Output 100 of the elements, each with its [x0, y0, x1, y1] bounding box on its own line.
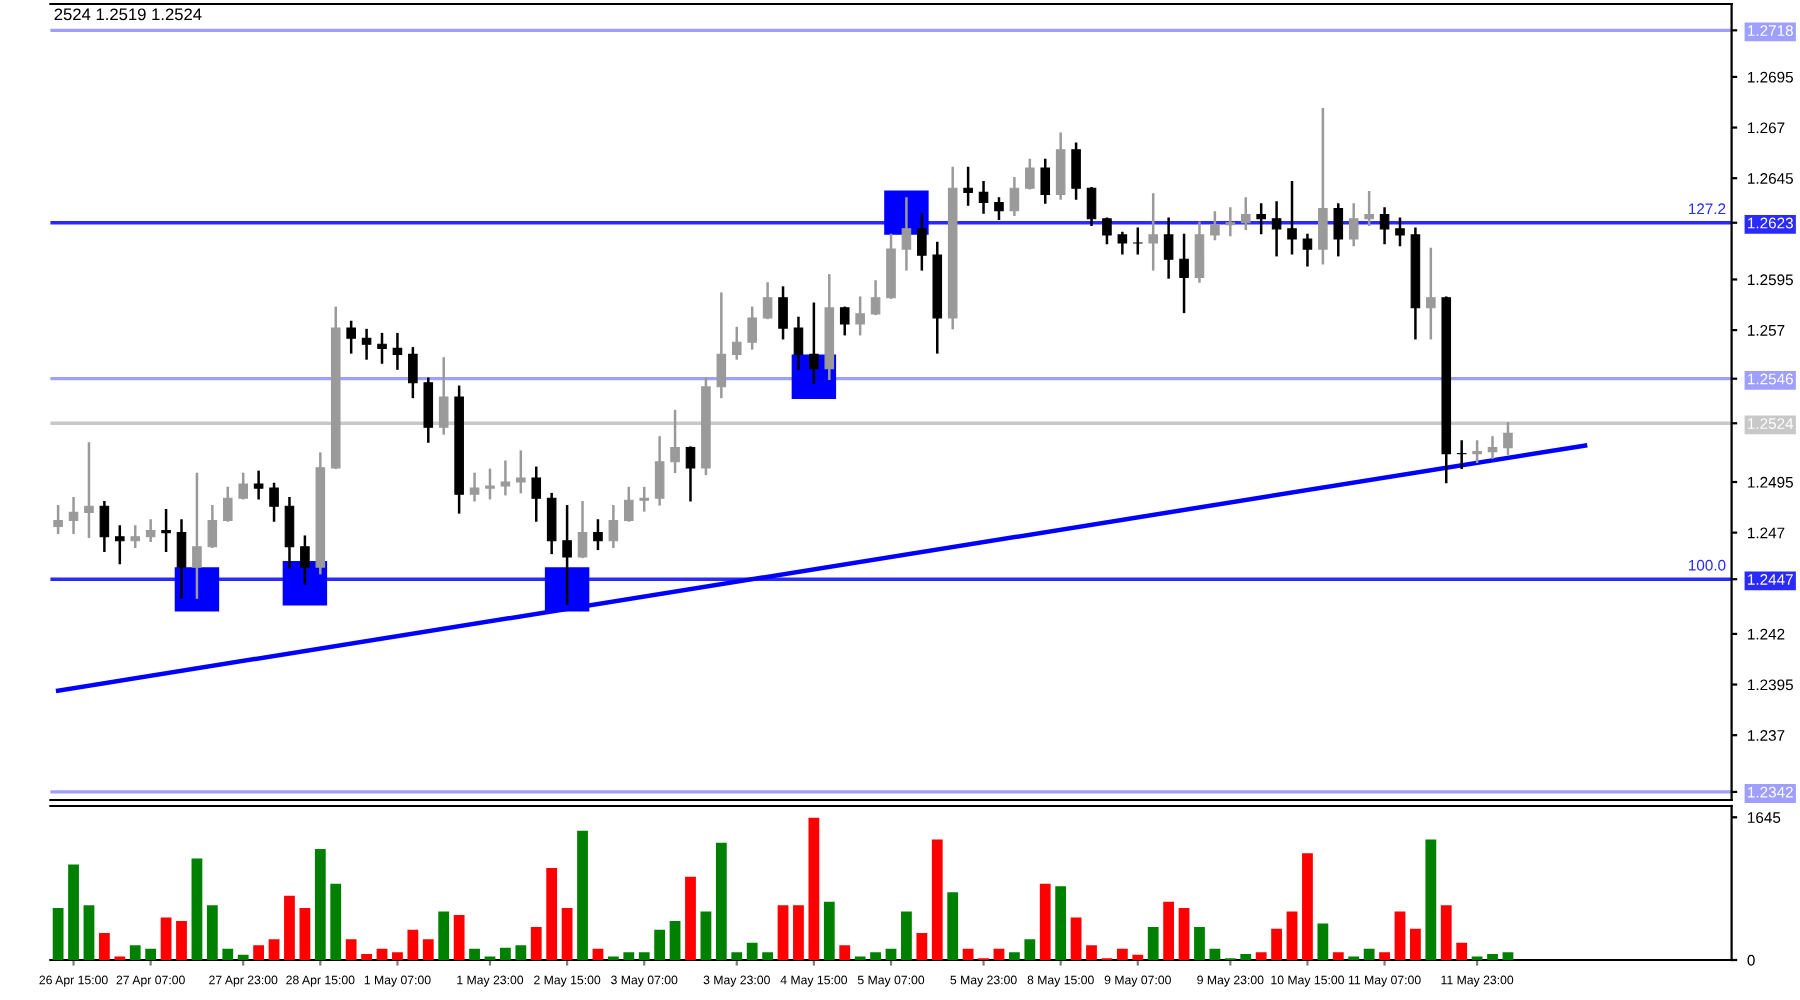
bar: [1302, 853, 1313, 960]
bar: [98, 933, 110, 960]
candlestick: [917, 213, 927, 271]
bar: [314, 848, 326, 960]
bar: [823, 901, 835, 960]
candlestick: [377, 332, 387, 364]
bar: [1178, 907, 1190, 960]
bar: [577, 830, 588, 960]
bar: [561, 907, 573, 960]
candlestick: [145, 519, 156, 542]
bar: [1317, 923, 1329, 960]
candlestick: [84, 442, 94, 538]
candlestick: [423, 377, 434, 443]
candlestick: [192, 472, 202, 599]
bar: [901, 911, 912, 960]
bar: [1456, 942, 1468, 960]
candlestick: [546, 492, 557, 555]
bar: [330, 883, 342, 960]
candlestick: [222, 486, 233, 522]
candlestick: [1271, 201, 1282, 257]
point: [544, 567, 590, 612]
candlestick: [1364, 191, 1374, 227]
candlestick: [1240, 197, 1251, 231]
candlestick: [99, 501, 110, 553]
candlestick: [654, 436, 665, 506]
bar: [1008, 952, 1020, 960]
bar: [839, 945, 851, 960]
bar: [1271, 928, 1282, 960]
bar: [1116, 948, 1128, 960]
candlestick: [531, 466, 542, 522]
candlestick: [778, 286, 788, 340]
bar: [1132, 954, 1144, 960]
candlestick: [731, 326, 742, 360]
bar: [176, 920, 187, 960]
candlestick: [1117, 231, 1128, 255]
candlestick: [1379, 207, 1390, 245]
candlestick: [284, 496, 295, 569]
bar: [947, 892, 959, 960]
candlestick: [762, 282, 773, 320]
bar: [1440, 905, 1452, 960]
bar: [500, 947, 511, 960]
bar: [1379, 952, 1390, 960]
bar: [422, 939, 434, 960]
bar: [715, 842, 727, 960]
candlestick: [500, 460, 511, 496]
candlestick: [1194, 221, 1205, 283]
candlestick: [1348, 203, 1359, 247]
candlestick: [1302, 233, 1313, 267]
bar: [993, 948, 1005, 960]
bar: [746, 942, 758, 960]
bar: [1410, 928, 1421, 960]
bar: [592, 948, 604, 960]
candlestick: [685, 446, 696, 502]
candlestick: [994, 197, 1004, 220]
candlestick: [1395, 217, 1405, 247]
bar: [253, 945, 265, 960]
bar: [392, 952, 403, 960]
candlestick: [469, 472, 480, 502]
bar: [52, 907, 64, 960]
candlestick: [1086, 187, 1097, 227]
bar: [361, 953, 372, 960]
bar: [546, 868, 558, 960]
bar: [1055, 886, 1067, 960]
candlestick: [978, 180, 989, 214]
candlestick: [1071, 142, 1081, 200]
candlestick: [1040, 158, 1051, 204]
bar: [962, 948, 974, 960]
bar: [1286, 911, 1298, 960]
candlestick: [130, 525, 141, 549]
candlestick: [809, 302, 819, 385]
candlestick: [408, 347, 418, 399]
bar: [1163, 901, 1175, 960]
bar: [268, 939, 280, 960]
candlestick: [1102, 217, 1112, 245]
candlestick: [53, 505, 63, 534]
candlestick: [1025, 158, 1035, 190]
bar: [299, 907, 311, 960]
bar: [129, 945, 141, 960]
candlestick: [577, 501, 588, 559]
candlestick: [392, 332, 403, 370]
point: [174, 567, 220, 612]
candlestick: [1225, 207, 1236, 237]
bar: [1024, 939, 1036, 960]
bar: [931, 839, 943, 960]
bar: [731, 952, 743, 960]
bar: [515, 945, 527, 960]
candlestick: [161, 509, 171, 553]
bar: [345, 939, 357, 960]
candlestick: [562, 505, 572, 605]
bar: [808, 817, 820, 960]
candlestick: [870, 280, 881, 316]
bar: [438, 911, 450, 960]
bar: [1086, 945, 1097, 960]
bar: [145, 948, 157, 960]
candlestick: [593, 519, 603, 551]
candlestick: [176, 519, 187, 599]
candlestick: [747, 306, 757, 350]
bar: [669, 920, 681, 960]
bar: [1039, 883, 1051, 960]
candlestick: [623, 486, 634, 522]
